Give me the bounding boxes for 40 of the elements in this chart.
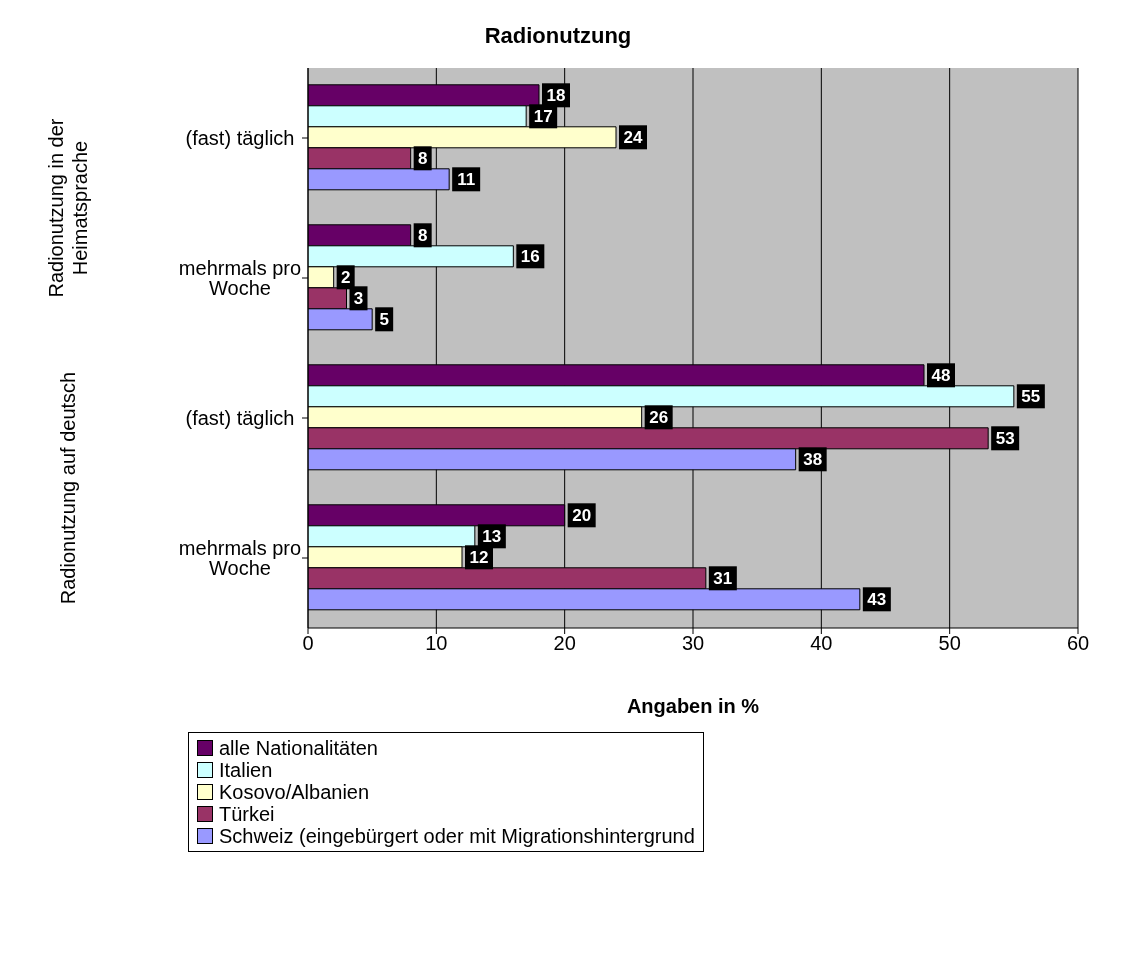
legend-label: Kosovo/Albanien [219,781,370,803]
text: Radionutzung auf deutsch [56,370,80,607]
x-tick-label: 30 [681,632,705,655]
data-label: 5 [379,310,389,330]
legend-label: alle Nationalitäten [219,737,378,759]
data-label: 16 [520,247,540,267]
data-label: 3 [353,289,364,309]
x-tick-label: 0 [302,632,314,655]
x-tick-label: 10 [425,632,448,655]
text: Radionutzung in der Heimatsprache [44,117,92,300]
data-label: 8 [417,226,428,246]
data-label: 48 [931,366,951,386]
data-label: 2 [340,268,351,288]
data-label: 17 [533,107,553,127]
data-label: 11 [457,170,476,190]
chart-title: Radionutzung [483,23,633,49]
data-label: 55 [1021,387,1041,407]
y-tick-label: (fast) täglich [185,127,295,150]
data-label: 26 [649,408,669,428]
legend-label: Schweiz (eingebürgert oder mit Migrationshintergrund [219,825,695,847]
data-label: 53 [995,429,1015,449]
y-tick-label: mehrmals pro Woche [178,537,302,580]
data-label: 18 [546,86,566,106]
legend-label: Italien [219,759,273,781]
y-tick-label: (fast) täglich [185,407,295,430]
data-label: 31 [713,569,733,589]
data-label: 38 [803,450,823,470]
data-label: 20 [572,506,592,526]
x-tick-label: 50 [938,632,961,655]
x-tick-label: 40 [810,632,833,655]
data-label: 8 [417,149,428,169]
data-label: 43 [867,590,887,610]
data-label: 12 [469,548,489,568]
data-label: 13 [482,527,502,547]
data-label: 24 [623,128,643,148]
x-axis-title: Angaben in % [626,695,760,717]
x-tick-label: 20 [553,632,576,655]
y-tick-label: mehrmals pro Woche [178,257,302,300]
x-tick-label: 60 [1066,632,1090,655]
legend-label: Türkei [219,803,275,825]
